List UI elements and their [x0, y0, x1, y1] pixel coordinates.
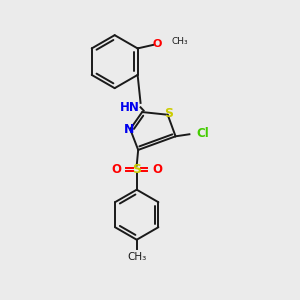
- Text: O: O: [111, 163, 122, 176]
- Text: N: N: [124, 123, 134, 136]
- Text: HN: HN: [120, 101, 140, 114]
- Text: CH₃: CH₃: [172, 37, 188, 46]
- Text: S: S: [164, 107, 173, 120]
- Text: O: O: [152, 163, 162, 176]
- Text: Cl: Cl: [196, 127, 209, 140]
- Text: S: S: [132, 163, 141, 176]
- Text: O: O: [152, 39, 161, 49]
- Text: CH₃: CH₃: [127, 252, 146, 262]
